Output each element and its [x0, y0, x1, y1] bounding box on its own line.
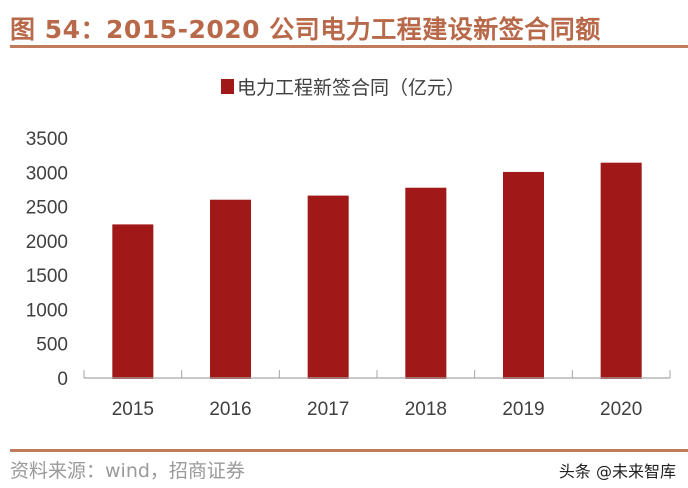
y-tick-label: 2000	[26, 232, 68, 253]
x-tick-label: 2017	[307, 399, 349, 420]
x-axis: 2015 2016 2017 2018 2019 2020	[83, 370, 671, 420]
figure-title: 图 54：2015-2020 公司电力工程建设新签合同额	[10, 15, 601, 44]
bar-2016	[209, 199, 252, 379]
x-tick-label: 2018	[405, 399, 447, 420]
bar-2019	[502, 171, 545, 379]
legend: 电力工程新签合同（亿元）	[221, 77, 465, 99]
x-tick-label: 2019	[502, 399, 544, 420]
x-tick-label: 2016	[209, 399, 251, 420]
legend-swatch	[221, 79, 234, 94]
watermark: 头条 @未来智库	[558, 462, 676, 481]
footer-divider	[10, 449, 688, 452]
legend-label: 电力工程新签合同（亿元）	[237, 77, 465, 99]
x-tick-label: 2020	[600, 399, 642, 420]
y-tick-label: 0	[57, 369, 68, 390]
x-tick-label: 2015	[112, 399, 154, 420]
y-axis: 0 500 1000 1500 2000 2500 3000 3500	[26, 129, 68, 390]
title-divider	[10, 45, 688, 48]
bars	[112, 162, 642, 379]
y-tick-label: 3500	[26, 129, 68, 150]
source-note: 资料来源：wind，招商证券	[10, 460, 245, 482]
y-tick-label: 1500	[26, 266, 68, 287]
bar-2018	[405, 187, 447, 379]
bar-chart: 电力工程新签合同（亿元） 0 500 1000 1500 2000 2500 3000 350…	[26, 77, 671, 420]
y-tick-label: 1000	[26, 300, 68, 321]
y-tick-label: 500	[36, 335, 68, 356]
bar-2015	[112, 224, 154, 379]
bar-2020	[600, 162, 642, 379]
y-tick-label: 3000	[26, 163, 68, 184]
bar-2017	[307, 195, 349, 379]
y-tick-label: 2500	[26, 198, 68, 219]
